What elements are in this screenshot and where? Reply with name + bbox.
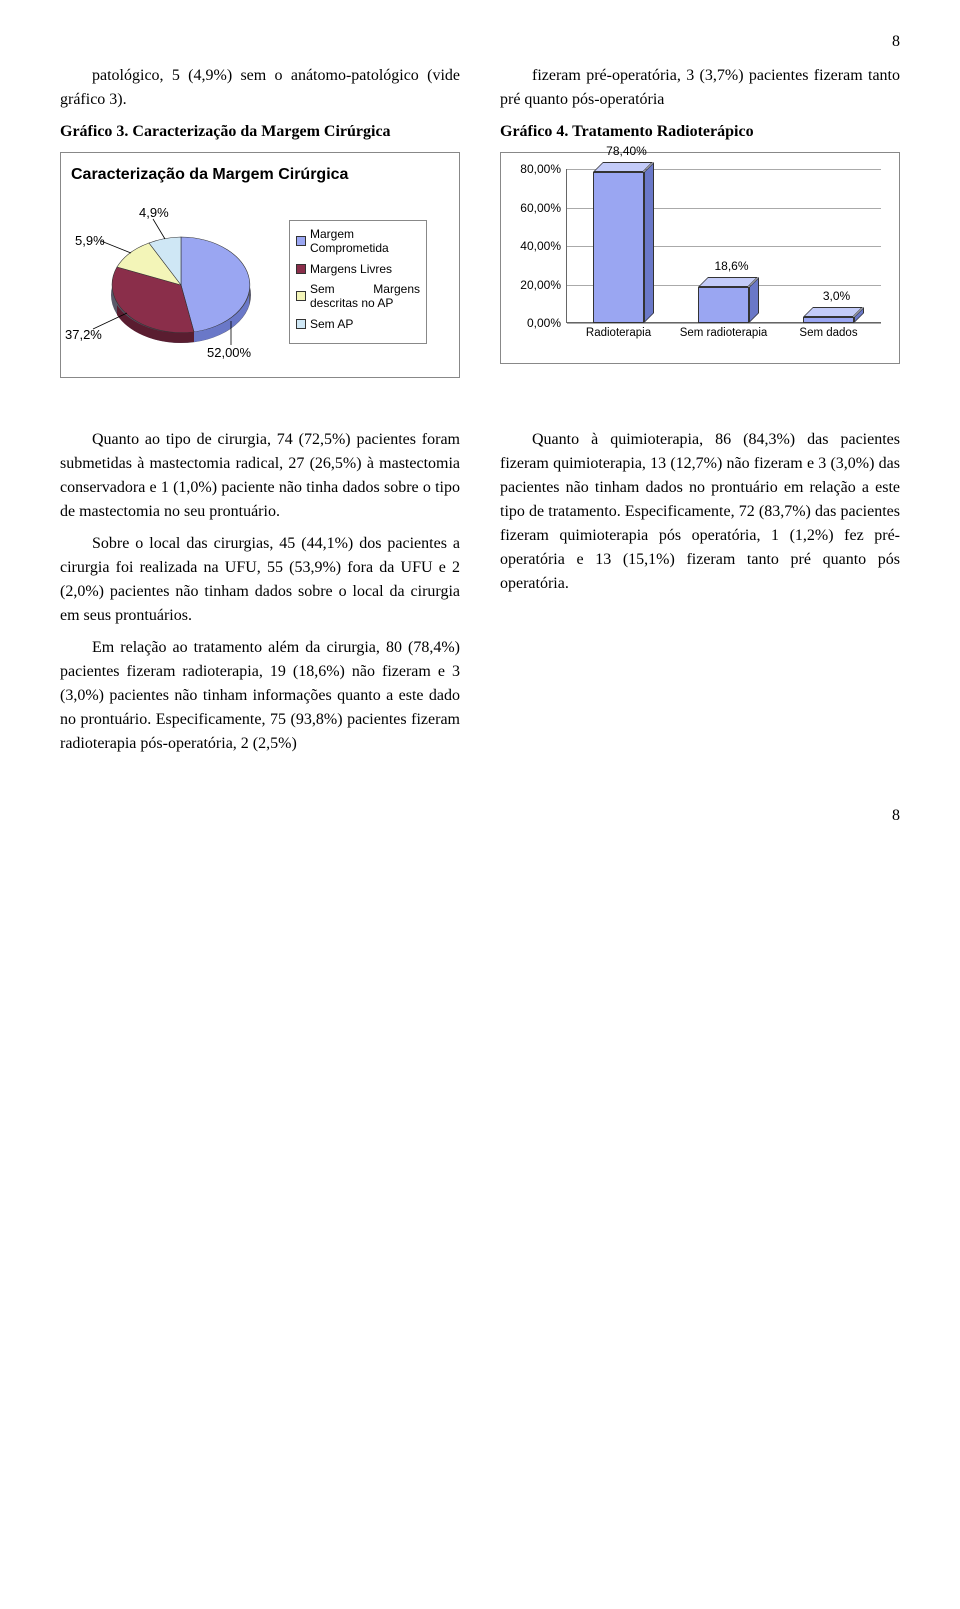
legend-swatch bbox=[296, 264, 306, 274]
bar-xlabel: Sem radioterapia bbox=[671, 327, 776, 340]
pie-chart: 4,9% 5,9% 37,2% 52,00% bbox=[71, 197, 281, 367]
bar-value-label: 78,40% bbox=[589, 142, 663, 160]
pie-chart-box: Caracterização da Margem Cirúrgica bbox=[60, 152, 460, 378]
lower-columns: Quanto ao tipo de cirurgia, 74 (72,5%) p… bbox=[60, 428, 900, 764]
bar-chart: 0,00%20,00%40,00%60,00%80,00%78,40%Radio… bbox=[511, 163, 889, 353]
legend-swatch bbox=[296, 236, 306, 246]
chart3-title: Gráfico 3. Caracterização da Margem Cirú… bbox=[60, 120, 460, 144]
page-number-bottom: 8 bbox=[60, 804, 900, 828]
legend-swatch bbox=[296, 291, 306, 301]
bar bbox=[593, 172, 643, 323]
bar-ylabel: 60,00% bbox=[511, 199, 561, 217]
intro-paragraph-right: fizeram pré-operatória, 3 (3,7%) pacient… bbox=[500, 64, 900, 112]
body-paragraph: Em relação ao tratamento além da cirurgi… bbox=[60, 636, 460, 756]
lower-left-column: Quanto ao tipo de cirurgia, 74 (72,5%) p… bbox=[60, 428, 460, 764]
lower-right-column: Quanto à quimioterapia, 86 (84,3%) das p… bbox=[500, 428, 900, 764]
pie-label-4: 52,00% bbox=[207, 343, 251, 363]
bar-chart-box: 0,00%20,00%40,00%60,00%80,00%78,40%Radio… bbox=[500, 152, 900, 364]
bar-ylabel: 20,00% bbox=[511, 276, 561, 294]
bar-value-label: 3,0% bbox=[799, 287, 873, 305]
bar-ylabel: 80,00% bbox=[511, 160, 561, 178]
legend-label: Sem AP bbox=[310, 317, 353, 331]
pie-label-2: 5,9% bbox=[75, 231, 105, 251]
legend-item: Sem Margens descritas no AP bbox=[296, 282, 420, 311]
pie-label-3: 37,2% bbox=[65, 325, 102, 345]
pie-legend: Margem Comprometida Margens Livres Sem M… bbox=[289, 220, 427, 344]
body-paragraph: Sobre o local das cirurgias, 45 (44,1%) … bbox=[60, 532, 460, 628]
legend-swatch bbox=[296, 319, 306, 329]
legend-item: Margens Livres bbox=[296, 262, 420, 276]
upper-right-column: fizeram pré-operatória, 3 (3,7%) pacient… bbox=[500, 64, 900, 388]
upper-columns: patológico, 5 (4,9%) sem o anátomo-patol… bbox=[60, 64, 900, 388]
bar-ylabel: 40,00% bbox=[511, 237, 561, 255]
body-paragraph: Quanto à quimioterapia, 86 (84,3%) das p… bbox=[500, 428, 900, 596]
bar bbox=[803, 317, 853, 323]
legend-item: Margem Comprometida bbox=[296, 227, 420, 256]
bar-value-label: 18,6% bbox=[694, 257, 768, 275]
legend-item: Sem AP bbox=[296, 317, 420, 331]
bar bbox=[698, 287, 748, 323]
bar-xlabel: Radioterapia bbox=[566, 327, 671, 340]
legend-label: Sem Margens descritas no AP bbox=[310, 282, 420, 311]
legend-label: Margens Livres bbox=[310, 262, 392, 276]
chart4-title: Gráfico 4. Tratamento Radioterápico bbox=[500, 120, 900, 144]
legend-label: Margem Comprometida bbox=[310, 227, 420, 256]
pie-label-1: 4,9% bbox=[139, 203, 169, 223]
body-paragraph: Quanto ao tipo de cirurgia, 74 (72,5%) p… bbox=[60, 428, 460, 524]
page-number-top: 8 bbox=[60, 30, 900, 54]
pie-chart-heading: Caracterização da Margem Cirúrgica bbox=[71, 163, 449, 187]
bar-ylabel: 0,00% bbox=[511, 314, 561, 332]
upper-left-column: patológico, 5 (4,9%) sem o anátomo-patol… bbox=[60, 64, 460, 388]
intro-paragraph-left: patológico, 5 (4,9%) sem o anátomo-patol… bbox=[60, 64, 460, 112]
bar-xlabel: Sem dados bbox=[776, 327, 881, 340]
